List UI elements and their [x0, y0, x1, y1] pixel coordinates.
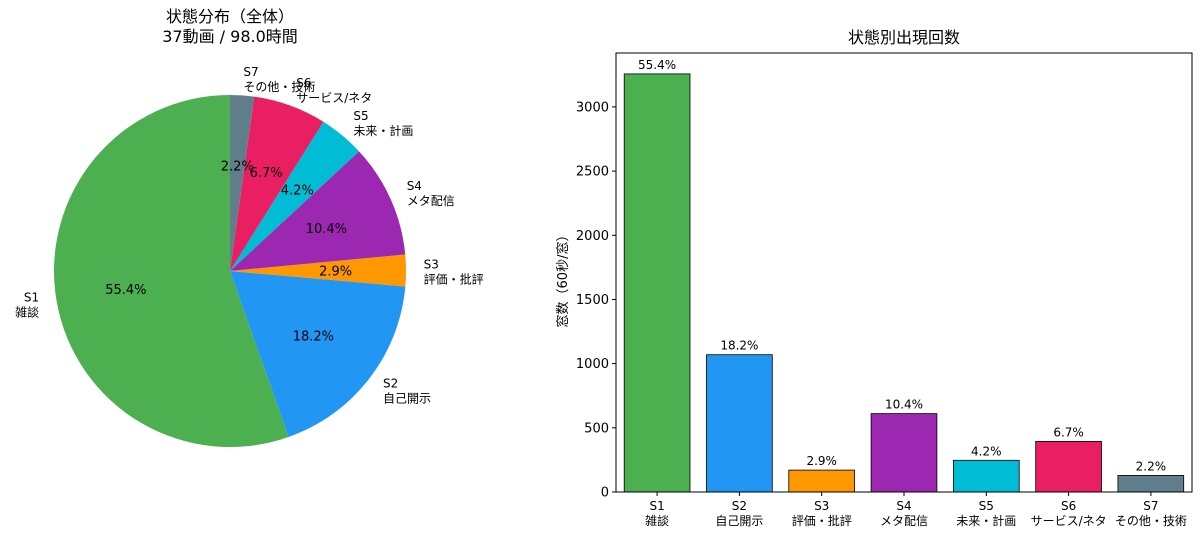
- pie-slice-s3: [230, 254, 407, 287]
- bar-s3: [788, 469, 855, 493]
- x-tick-code-s1: S1: [649, 499, 664, 513]
- bar-s5: [953, 459, 1020, 493]
- pie-slices: [54, 95, 407, 447]
- pie-name-label-s6: サービス/ネタ: [296, 91, 372, 105]
- pie-code-label-s3: S3: [424, 257, 439, 271]
- bar-s6: [1035, 440, 1102, 493]
- bar-marks: 55.4% 18.2% 2.9% 10.4% 4.2% 6.7% 2.2%: [623, 58, 1185, 493]
- y-tick-label-2500: 2500: [576, 165, 609, 180]
- pie-name-label-s1: 雑談: [15, 305, 39, 320]
- x-tick-name-s7: その他・技術: [1115, 514, 1187, 528]
- x-tick-code-s7: S7: [1143, 499, 1158, 513]
- bar-plot-frame: [615, 52, 1193, 493]
- y-tick-label-500: 500: [584, 421, 609, 436]
- y-tick-label-2000: 2000: [576, 229, 609, 244]
- pie-pct-label-s1: 55.4%: [105, 283, 146, 298]
- x-tick-name-s1: 雑談: [645, 513, 669, 528]
- pie-pct-label-s7: 2.2%: [221, 160, 254, 175]
- bar-data-label-s2: 18.2%: [720, 339, 758, 353]
- pie-code-label-s2: S2: [383, 377, 398, 391]
- bar-data-label-s1: 55.4%: [638, 58, 676, 72]
- bar-data-label-s4: 10.4%: [885, 398, 923, 412]
- pie-title: 状態分布（全体）: [166, 7, 294, 26]
- pie-pct-label-s2: 18.2%: [293, 330, 334, 345]
- pie-slice-s2: [230, 271, 406, 437]
- bar-y-axis-title: 窓数（60秒/窓）: [555, 229, 571, 328]
- pie-name-label-s5: 未来・計画: [353, 123, 413, 138]
- x-tick-name-s5: 未来・計画: [956, 513, 1016, 528]
- pie-code-label-s4: S4: [407, 179, 422, 193]
- pie-code-label-s6: S6: [296, 76, 311, 90]
- x-tick-name-s6: サービス/ネタ: [1031, 514, 1107, 528]
- x-tick-name-s2: 自己開示: [715, 514, 763, 528]
- bar-s1: [623, 73, 691, 493]
- x-tick-name-s4: メタ配信: [880, 514, 928, 528]
- pie-pct-label-s3: 2.9%: [319, 265, 352, 280]
- bar-s2: [706, 354, 773, 493]
- pie-slice-s5: [230, 121, 360, 271]
- pie-name-label-s4: メタ配信: [407, 194, 455, 208]
- bar-title: 状態別出現回数: [848, 28, 960, 47]
- x-tick-name-s3: 評価・批評: [792, 513, 852, 528]
- x-tick-code-s5: S5: [979, 499, 994, 513]
- pie-slice-s1: [54, 95, 289, 447]
- y-tick-label-1000: 1000: [576, 357, 609, 372]
- pie-pct-label-s4: 10.4%: [306, 222, 347, 237]
- pie-name-label-s2: 自己開示: [383, 392, 431, 406]
- x-tick-code-s2: S2: [732, 499, 747, 513]
- pie-code-label-s1: S1: [24, 291, 39, 305]
- pie-subtitle: 37動画 / 98.0時間: [162, 27, 298, 46]
- pie-pct-label-s5: 4.2%: [281, 184, 314, 199]
- x-tick-code-s3: S3: [814, 499, 829, 513]
- bar-s7: [1117, 474, 1185, 493]
- pie-code-label-s5: S5: [353, 109, 368, 123]
- x-tick-code-s4: S4: [896, 499, 911, 513]
- bar-data-label-s3: 2.9%: [806, 454, 837, 468]
- pie-slice-s7: [230, 95, 255, 271]
- y-tick-label-3000: 3000: [576, 100, 609, 115]
- bar-s4: [870, 413, 938, 493]
- y-tick-label-0: 0: [601, 486, 609, 501]
- x-tick-code-s6: S6: [1061, 499, 1076, 513]
- bar-chart: 状態別出現回数 窓数（60秒/窓） 55.4% 18.2% 2.9% 10.4% 4.2…: [555, 28, 1193, 528]
- pie-slice-s4: [230, 151, 406, 271]
- pie-pct-label-s6: 6.7%: [250, 166, 283, 181]
- pie-slice-s6: [230, 96, 324, 272]
- pie-code-label-s7: S7: [243, 65, 258, 79]
- bar-data-label-s7: 2.2%: [1136, 459, 1167, 473]
- y-tick-label-1500: 1500: [576, 293, 609, 308]
- bar-data-label-s5: 4.2%: [971, 444, 1002, 458]
- pie-name-label-s7: その他・技術: [243, 80, 315, 94]
- pie-name-label-s3: 評価・批評: [424, 271, 484, 286]
- bar-data-label-s6: 6.7%: [1053, 425, 1084, 439]
